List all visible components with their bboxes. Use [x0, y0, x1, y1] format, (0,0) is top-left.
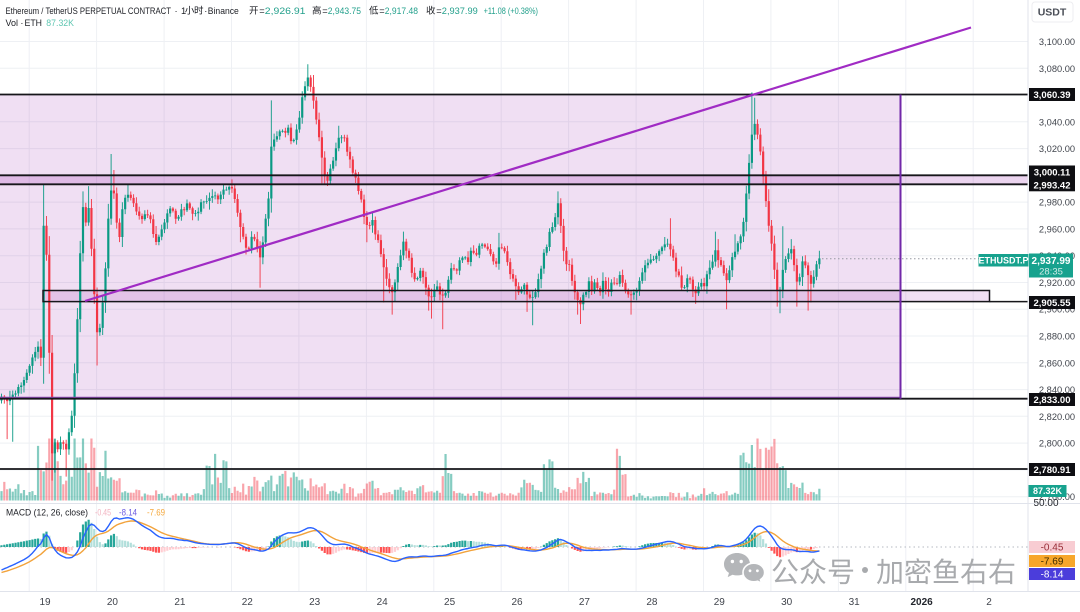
svg-text:2,820.00: 2,820.00 [1039, 412, 1075, 422]
svg-text:23: 23 [309, 597, 321, 608]
svg-text:22: 22 [242, 597, 254, 608]
svg-text:3,020.00: 3,020.00 [1039, 144, 1075, 154]
svg-text:3,060.39: 3,060.39 [1034, 90, 1071, 101]
svg-text:29: 29 [714, 597, 726, 608]
svg-text:+11.08 (+0.38%): +11.08 (+0.38%) [484, 6, 538, 16]
svg-text:=: = [259, 6, 264, 16]
svg-text:50.00: 50.00 [1033, 498, 1058, 509]
svg-text:·: · [204, 6, 207, 16]
svg-text:27: 27 [579, 597, 591, 608]
svg-text:3,100.00: 3,100.00 [1039, 37, 1075, 47]
svg-text:ETH: ETH [25, 18, 43, 28]
svg-text:·: · [175, 6, 178, 16]
svg-text:3,000.11: 3,000.11 [1034, 168, 1071, 179]
svg-text:USDT: USDT [1038, 7, 1067, 19]
svg-text:2,920.00: 2,920.00 [1039, 278, 1075, 288]
svg-text:2,943.75: 2,943.75 [328, 6, 361, 16]
svg-text:31: 31 [849, 597, 861, 608]
svg-text:28:35: 28:35 [1039, 267, 1063, 278]
svg-text:2,900.00: 2,900.00 [1039, 305, 1075, 315]
svg-text:20: 20 [107, 597, 119, 608]
svg-text:2,780.91: 2,780.91 [1034, 465, 1072, 476]
svg-text:1: 1 [181, 6, 186, 16]
svg-text:2026: 2026 [910, 597, 933, 608]
svg-text:-7.69: -7.69 [147, 508, 165, 518]
svg-text:2,980.00: 2,980.00 [1039, 198, 1075, 208]
svg-text:2,917.48: 2,917.48 [385, 6, 418, 16]
svg-text:2,880.00: 2,880.00 [1039, 332, 1075, 342]
svg-text:2,833.00: 2,833.00 [1034, 395, 1071, 406]
svg-text:2,840.00: 2,840.00 [1039, 385, 1075, 395]
svg-text:2,860.00: 2,860.00 [1039, 358, 1075, 368]
svg-text:2,926.91: 2,926.91 [265, 6, 306, 16]
svg-text:19: 19 [39, 597, 51, 608]
svg-text:3,040.00: 3,040.00 [1039, 117, 1075, 127]
svg-text:2: 2 [986, 597, 992, 608]
svg-text:·: · [20, 18, 23, 28]
svg-text:-8.14: -8.14 [119, 508, 137, 518]
svg-text:=: = [436, 6, 441, 16]
svg-text:2,937.99: 2,937.99 [442, 6, 478, 16]
svg-text:-0.45: -0.45 [95, 508, 111, 518]
svg-text:2,800.00: 2,800.00 [1039, 439, 1075, 449]
svg-text:2,960.00: 2,960.00 [1039, 224, 1075, 234]
svg-text:25: 25 [444, 597, 456, 608]
svg-text:28: 28 [646, 597, 658, 608]
svg-text:Ethereum / TetherUS PERPETUAL: Ethereum / TetherUS PERPETUAL CONTRACT [6, 6, 172, 16]
svg-text:24: 24 [377, 597, 389, 608]
svg-text:ETHUSDT.P: ETHUSDT.P [978, 256, 1028, 266]
svg-text:21: 21 [174, 597, 186, 608]
svg-text:30: 30 [781, 597, 793, 608]
svg-text:87.32K: 87.32K [1033, 486, 1063, 496]
svg-text:2,993.42: 2,993.42 [1034, 180, 1071, 191]
svg-text:-7.69: -7.69 [1041, 556, 1064, 567]
svg-text:=: = [322, 6, 327, 16]
svg-text:26: 26 [511, 597, 523, 608]
svg-text:2,937.99: 2,937.99 [1032, 256, 1071, 267]
svg-text:87.32K: 87.32K [46, 18, 74, 28]
svg-text:Binance: Binance [208, 6, 239, 16]
svg-text:-8.14: -8.14 [1041, 569, 1064, 580]
svg-text:Vol: Vol [6, 18, 19, 28]
svg-text:-0.45: -0.45 [1041, 542, 1064, 553]
svg-text:MACD (12, 26, close): MACD (12, 26, close) [6, 508, 88, 518]
svg-text:2,905.55: 2,905.55 [1034, 298, 1072, 309]
svg-text:3,080.00: 3,080.00 [1039, 64, 1075, 74]
svg-text:=: = [379, 6, 384, 16]
